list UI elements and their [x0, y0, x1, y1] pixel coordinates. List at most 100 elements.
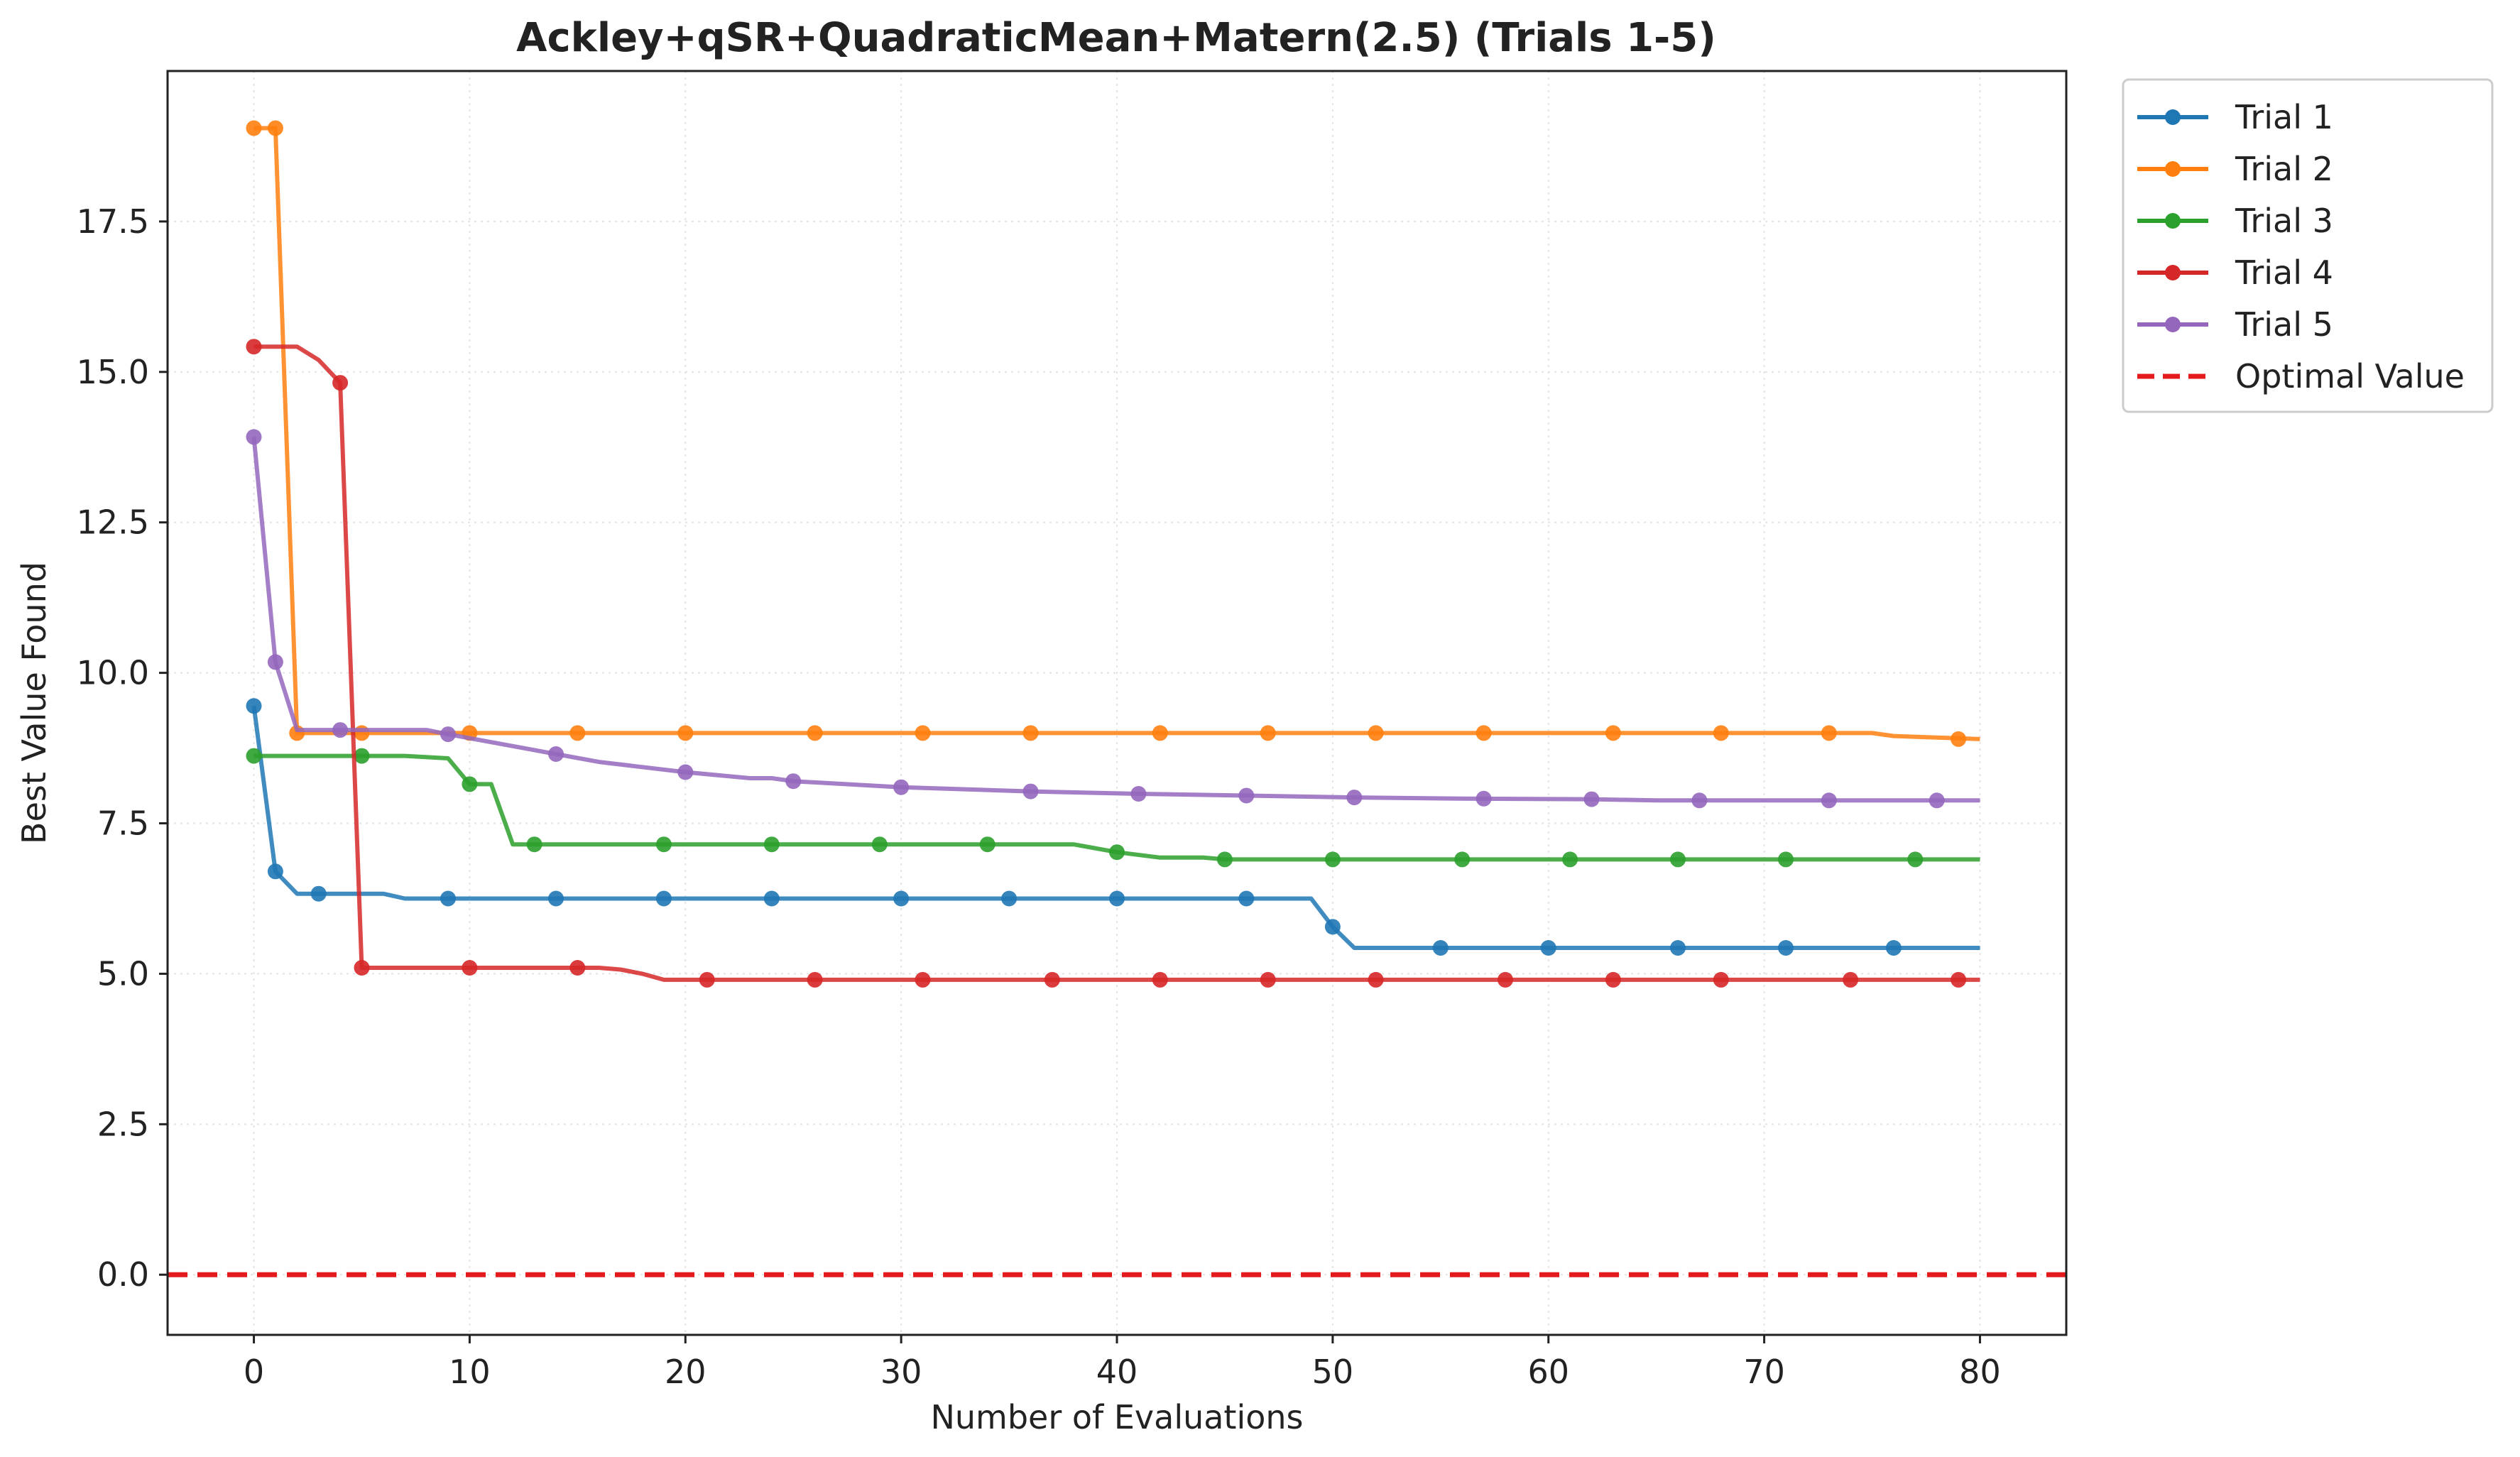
data-point: [1260, 725, 1276, 741]
data-point: [310, 885, 327, 902]
legend-marker: [2165, 213, 2181, 229]
data-point: [332, 375, 349, 391]
data-point: [1778, 851, 1794, 868]
data-point: [1238, 787, 1255, 804]
data-point: [246, 748, 262, 764]
data-point: [1368, 725, 1384, 741]
legend: Trial 1 Trial 2 Trial 3 Trial 4 Trial 5 Optim…: [2122, 78, 2494, 413]
legend-label: Optimal Value: [2235, 357, 2465, 395]
x-tick-label: 80: [1959, 1353, 2001, 1391]
series-line: [253, 753, 1980, 862]
x-tick-label: 30: [880, 1353, 922, 1391]
data-point: [462, 776, 478, 792]
legend-marker: [2165, 265, 2181, 280]
legend-items: Trial 1 Trial 2 Trial 3 Trial 4 Trial 5 Optim…: [2137, 98, 2465, 395]
series-trial-1: [246, 698, 1980, 956]
data-point: [1670, 940, 1686, 956]
y-tick-label: 0.0: [97, 1255, 149, 1294]
data-point: [1951, 731, 1967, 747]
data-point: [1540, 940, 1556, 956]
data-point: [1821, 725, 1837, 741]
series-line: [251, 705, 1980, 950]
data-point: [1951, 971, 1967, 988]
data-point: [246, 339, 262, 355]
data-point: [655, 890, 672, 907]
data-point: [677, 764, 694, 780]
data-point: [1929, 792, 1945, 809]
series-trial-2: [246, 120, 1980, 747]
legend-label: Trial 3: [2235, 202, 2333, 240]
series-layer: [246, 120, 1980, 988]
data-point: [332, 722, 349, 738]
data-point: [1260, 971, 1276, 988]
y-tick-label: 2.5: [97, 1105, 149, 1143]
data-point: [785, 773, 802, 790]
data-point: [569, 725, 586, 741]
data-point: [1605, 725, 1621, 741]
legend-label: Trial 4: [2235, 253, 2333, 292]
data-point: [1885, 940, 1902, 956]
data-point: [1670, 851, 1686, 868]
data-point: [979, 836, 996, 853]
legend-marker: [2165, 317, 2181, 332]
legend-item: Optimal Value: [2137, 357, 2465, 395]
x-axis-ticks: 0 10 20 30 40 50 60 70 80: [244, 1335, 2001, 1391]
series-trial-5: [246, 429, 1980, 809]
legend-label: Trial 1: [2235, 98, 2333, 136]
data-point: [1778, 940, 1794, 956]
y-tick-label: 12.5: [77, 503, 149, 542]
data-point: [1044, 971, 1060, 988]
y-tick-label: 7.5: [97, 804, 149, 843]
data-point: [1109, 844, 1125, 861]
legend-label: Trial 2: [2235, 150, 2333, 188]
data-point: [1691, 792, 1708, 809]
data-point: [699, 971, 715, 988]
data-point: [871, 836, 888, 853]
data-point: [1476, 725, 1492, 741]
series-line: [253, 344, 1980, 982]
data-point: [1324, 851, 1341, 868]
x-tick-label: 50: [1312, 1353, 1354, 1391]
x-tick-label: 40: [1096, 1353, 1138, 1391]
data-point: [655, 836, 672, 853]
data-point: [893, 890, 910, 907]
y-tick-label: 5.0: [97, 954, 149, 993]
data-point: [548, 890, 564, 907]
data-point: [677, 725, 694, 741]
data-point: [246, 120, 262, 136]
series-trial-3: [246, 748, 1980, 868]
chart-title: Ackley+qSR+QuadraticMean+Matern(2.5) (Tr…: [516, 15, 1716, 61]
series-line: [251, 437, 1980, 803]
data-point: [763, 890, 780, 907]
data-point: [1346, 790, 1363, 806]
data-point: [1821, 792, 1837, 809]
data-point: [1605, 971, 1621, 988]
data-point: [1001, 890, 1018, 907]
data-point: [267, 863, 283, 880]
y-tick-label: 15.0: [77, 353, 149, 391]
data-point: [246, 429, 262, 445]
data-point: [1022, 783, 1039, 800]
legend-item: Trial 3: [2137, 202, 2333, 240]
legend-frame: [2122, 78, 2494, 413]
data-point: [440, 726, 456, 743]
data-point: [1216, 851, 1233, 868]
data-point: [1022, 725, 1039, 741]
data-point: [267, 654, 283, 670]
data-point: [807, 725, 823, 741]
legend-item: Trial 5: [2137, 305, 2333, 344]
data-point: [1562, 851, 1578, 868]
x-tick-label: 0: [244, 1353, 264, 1391]
legend-item: Trial 4: [2137, 253, 2333, 292]
series-trial-4: [246, 339, 1980, 988]
data-point: [569, 960, 586, 976]
data-point: [267, 120, 283, 136]
data-point: [1152, 725, 1168, 741]
y-tick-label: 17.5: [77, 202, 149, 241]
data-point: [1843, 971, 1859, 988]
legend-marker: [2165, 161, 2181, 177]
legend-item: Trial 2: [2137, 150, 2333, 188]
data-point: [893, 779, 910, 795]
data-point: [1454, 851, 1471, 868]
